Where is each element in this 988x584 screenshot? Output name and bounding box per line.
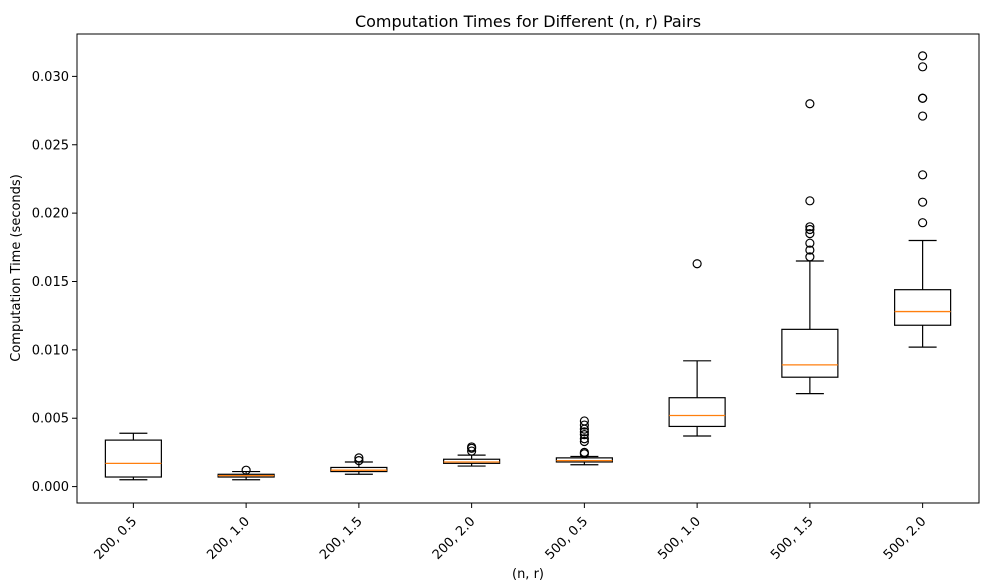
- outlier-point: [918, 170, 928, 180]
- outlier-point: [918, 197, 928, 207]
- outlier-point: [579, 434, 589, 444]
- outlier-point: [805, 245, 815, 255]
- box-group: [443, 442, 501, 467]
- outlier-point: [579, 420, 589, 430]
- chart-title: Computation Times for Different (n, r) P…: [355, 12, 701, 31]
- outlier-point: [579, 416, 589, 426]
- plot-frame: [76, 33, 980, 504]
- box-group: [330, 453, 388, 475]
- y-tick-label: 0.010: [32, 343, 69, 358]
- outlier-point: [805, 252, 815, 262]
- outlier-point: [692, 259, 702, 269]
- y-axis-label: Computation Time (seconds): [9, 174, 24, 362]
- y-tick-label: 0.005: [32, 412, 69, 427]
- iqr-box: [781, 328, 839, 378]
- y-axis: 0.000 0.005 0.010 0.015 0.020 0.025 0.030: [32, 70, 77, 495]
- iqr-box: [668, 397, 726, 428]
- x-tick-label: 200, 1.0: [204, 514, 253, 563]
- outlier-point: [918, 111, 928, 121]
- outlier-point: [918, 93, 928, 103]
- x-tick-label: 500, 0.5: [543, 514, 592, 563]
- outlier-point: [579, 430, 589, 440]
- iqr-box: [443, 458, 501, 464]
- outlier-point: [805, 196, 815, 206]
- outlier-point: [918, 218, 928, 228]
- outlier-point: [805, 229, 815, 239]
- box-group: [668, 259, 726, 437]
- outlier-point: [467, 442, 477, 452]
- plot-area: 0.000 0.005 0.010 0.015 0.020 0.025 0.030 200,…: [32, 33, 980, 563]
- iqr-box: [104, 439, 162, 478]
- outlier-point: [579, 436, 589, 447]
- outlier-point: [467, 446, 477, 456]
- outlier-point: [805, 224, 815, 235]
- x-tick-label: 500, 1.0: [655, 514, 704, 563]
- x-tick-label: 200, 0.5: [92, 514, 141, 563]
- outlier-point: [805, 238, 815, 248]
- box-group: [555, 416, 613, 466]
- outlier-point: [354, 456, 364, 466]
- outlier-point: [918, 51, 928, 61]
- outlier-point: [579, 447, 589, 458]
- x-axis-label: (n, r): [512, 567, 544, 582]
- outlier-point: [805, 99, 815, 109]
- outlier-point: [579, 427, 589, 437]
- iqr-box: [555, 457, 613, 463]
- box-group: [217, 465, 275, 481]
- x-axis: 200, 0.5 200, 1.0 200, 1.5 200, 2.0 500, 0.5…: [92, 503, 930, 563]
- y-tick-label: 0.000: [32, 480, 69, 495]
- iqr-box: [894, 289, 952, 326]
- x-tick-label: 500, 1.5: [768, 514, 817, 563]
- x-tick-label: 200, 2.0: [430, 514, 479, 563]
- outlier-point: [805, 222, 815, 232]
- iqr-box: [330, 466, 388, 473]
- outlier-point: [354, 453, 364, 463]
- box-group: [104, 432, 162, 481]
- box-series: [104, 51, 952, 481]
- y-tick-label: 0.025: [32, 138, 69, 153]
- y-tick-label: 0.030: [32, 70, 69, 85]
- outlier-point: [241, 465, 251, 475]
- box-group: [894, 51, 952, 348]
- x-tick-label: 200, 1.5: [317, 514, 366, 563]
- y-tick-label: 0.020: [32, 207, 69, 222]
- x-tick-label: 500, 2.0: [881, 514, 930, 563]
- y-tick-label: 0.015: [32, 275, 69, 290]
- box-group: [781, 99, 839, 395]
- outlier-point: [918, 62, 928, 72]
